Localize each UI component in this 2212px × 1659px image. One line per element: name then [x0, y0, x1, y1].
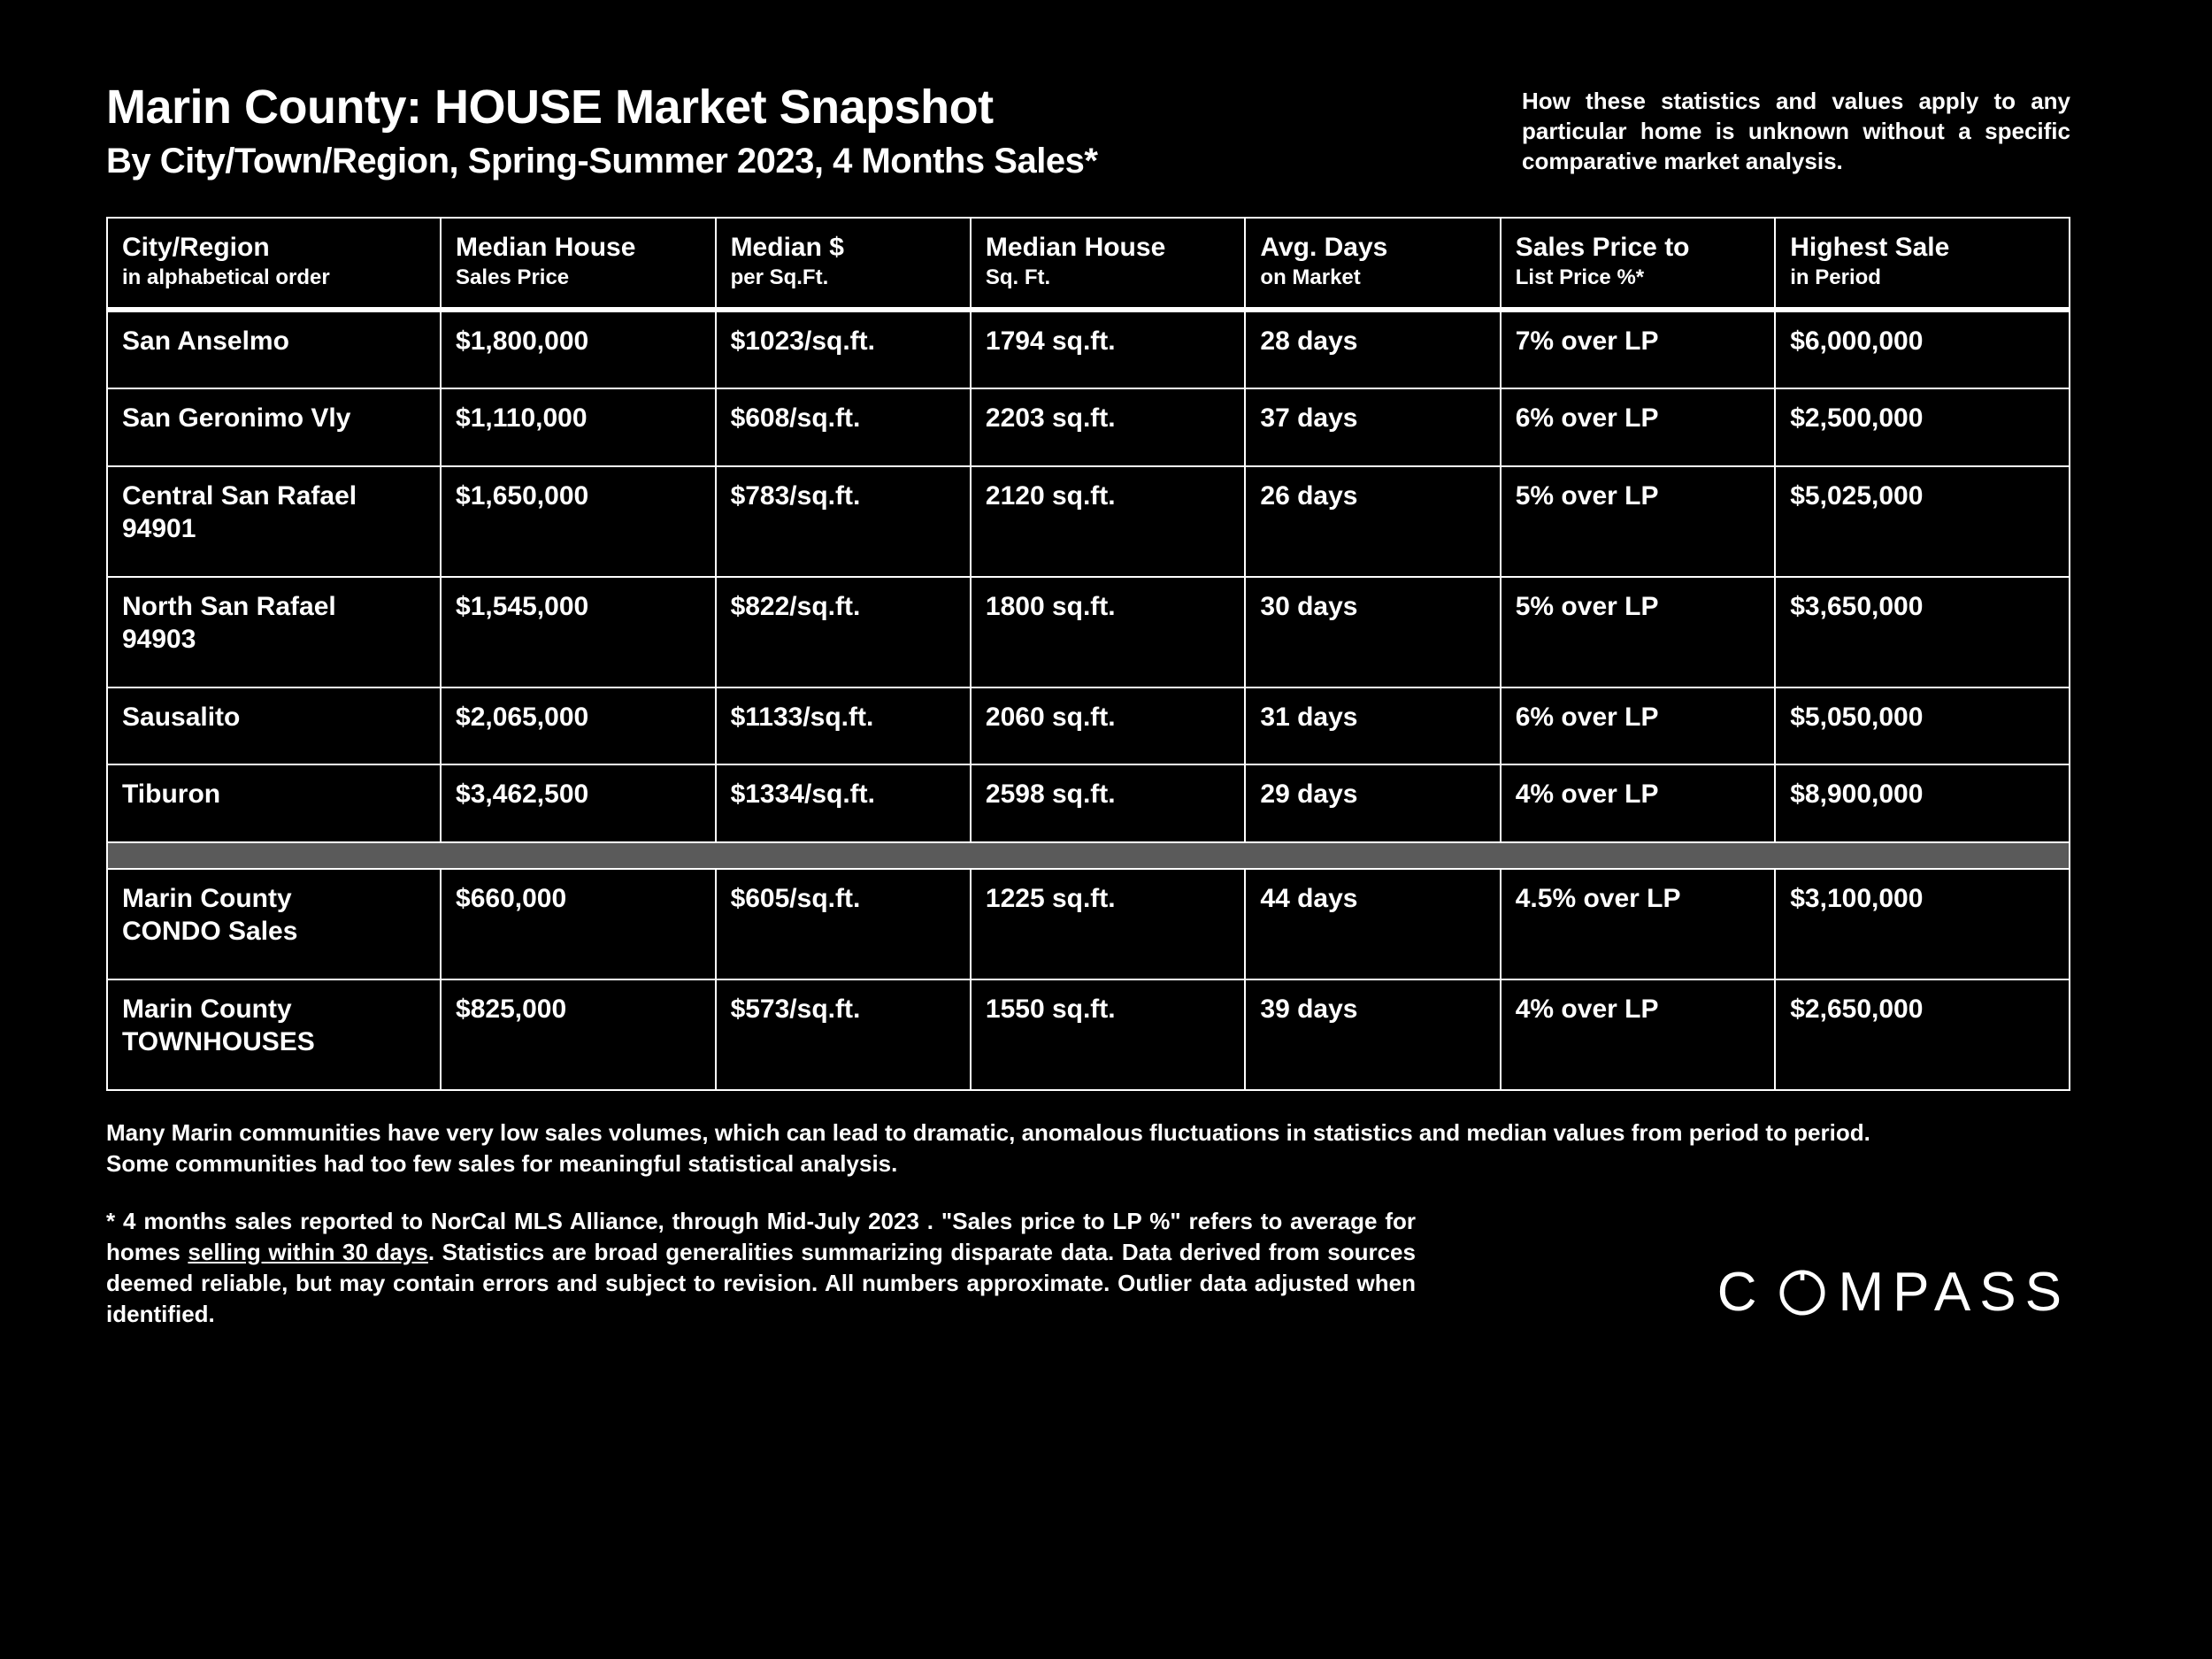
title-block: Marin County: HOUSE Market Snapshot By C… [106, 80, 1097, 181]
col-header-3: Median HouseSq. Ft. [971, 218, 1246, 310]
footnote-1: Many Marin communities have very low sal… [106, 1118, 1913, 1179]
cell: 39 days [1245, 979, 1500, 1090]
cell: 4.5% over LP [1501, 869, 1776, 979]
cell: $825,000 [441, 979, 716, 1090]
cell: 29 days [1245, 764, 1500, 842]
table-row: Sausalito$2,065,000$1133/sq.ft.2060 sq.f… [107, 687, 2070, 765]
brand-post: MPASS [1839, 1256, 2070, 1330]
cell: 1225 sq.ft. [971, 869, 1246, 979]
cell: $605/sq.ft. [716, 869, 971, 979]
brand-pre: C [1717, 1256, 1766, 1330]
table-row: North San Rafael94903$1,545,000$822/sq.f… [107, 577, 2070, 687]
cell: $660,000 [441, 869, 716, 979]
cell: 6% over LP [1501, 687, 1776, 765]
table-row: San Geronimo Vly$1,110,000$608/sq.ft.220… [107, 388, 2070, 466]
cell: Marin CountyCONDO Sales [107, 869, 441, 979]
cell: 1794 sq.ft. [971, 310, 1246, 389]
spacer-row [107, 842, 2070, 869]
cell: $783/sq.ft. [716, 466, 971, 577]
cell: $573/sq.ft. [716, 979, 971, 1090]
cell: 2060 sq.ft. [971, 687, 1246, 765]
cell: $5,025,000 [1775, 466, 2070, 577]
col-header-6: Highest Salein Period [1775, 218, 2070, 310]
cell: 4% over LP [1501, 979, 1776, 1090]
col-header-5: Sales Price toList Price %* [1501, 218, 1776, 310]
cell: $1,800,000 [441, 310, 716, 389]
cell: 4% over LP [1501, 764, 1776, 842]
summary-row: Marin CountyCONDO Sales$660,000$605/sq.f… [107, 869, 2070, 979]
cell: $1,650,000 [441, 466, 716, 577]
compass-logo: C MPASS [1717, 1256, 2070, 1330]
cell: 6% over LP [1501, 388, 1776, 466]
cell: 1550 sq.ft. [971, 979, 1246, 1090]
col-header-2: Median $per Sq.Ft. [716, 218, 971, 310]
cell: 2203 sq.ft. [971, 388, 1246, 466]
cell: $1334/sq.ft. [716, 764, 971, 842]
cell: 7% over LP [1501, 310, 1776, 389]
cell: 5% over LP [1501, 466, 1776, 577]
cell: $6,000,000 [1775, 310, 2070, 389]
cell: 5% over LP [1501, 577, 1776, 687]
summary-row: Marin CountyTOWNHOUSES$825,000$573/sq.ft… [107, 979, 2070, 1090]
cell: $2,500,000 [1775, 388, 2070, 466]
cell: Central San Rafael94901 [107, 466, 441, 577]
cell: Marin CountyTOWNHOUSES [107, 979, 441, 1090]
table-header: City/Regionin alphabetical orderMedian H… [107, 218, 2070, 310]
footnote-2: * 4 months sales reported to NorCal MLS … [106, 1206, 1416, 1330]
cell: $1,110,000 [441, 388, 716, 466]
cell: San Geronimo Vly [107, 388, 441, 466]
market-table: City/Regionin alphabetical orderMedian H… [106, 217, 2070, 1091]
cell: 28 days [1245, 310, 1500, 389]
cell: Sausalito [107, 687, 441, 765]
page-title: Marin County: HOUSE Market Snapshot [106, 80, 1097, 134]
col-header-4: Avg. Dayson Market [1245, 218, 1500, 310]
cell: $2,065,000 [441, 687, 716, 765]
cell: 37 days [1245, 388, 1500, 466]
cell: San Anselmo [107, 310, 441, 389]
cell: 44 days [1245, 869, 1500, 979]
cell: Tiburon [107, 764, 441, 842]
cell: 1800 sq.ft. [971, 577, 1246, 687]
compass-o-icon [1777, 1267, 1828, 1318]
cell: $8,900,000 [1775, 764, 2070, 842]
table-row: Tiburon$3,462,500$1334/sq.ft.2598 sq.ft.… [107, 764, 2070, 842]
col-header-1: Median HouseSales Price [441, 218, 716, 310]
table-row: San Anselmo$1,800,000$1023/sq.ft.1794 sq… [107, 310, 2070, 389]
cell: $2,650,000 [1775, 979, 2070, 1090]
cell: 30 days [1245, 577, 1500, 687]
col-header-0: City/Regionin alphabetical order [107, 218, 441, 310]
cell: $1023/sq.ft. [716, 310, 971, 389]
page-subtitle: By City/Town/Region, Spring-Summer 2023,… [106, 142, 1097, 181]
cell: $822/sq.ft. [716, 577, 971, 687]
header: Marin County: HOUSE Market Snapshot By C… [106, 80, 2070, 181]
table-row: Central San Rafael94901$1,650,000$783/sq… [107, 466, 2070, 577]
cell: North San Rafael94903 [107, 577, 441, 687]
footnotes: Many Marin communities have very low sal… [106, 1118, 2070, 1331]
cell: 26 days [1245, 466, 1500, 577]
cell: $608/sq.ft. [716, 388, 971, 466]
cell: $5,050,000 [1775, 687, 2070, 765]
cell: $1,545,000 [441, 577, 716, 687]
cell: $3,462,500 [441, 764, 716, 842]
top-disclaimer: How these statistics and values apply to… [1522, 80, 2070, 176]
cell: $3,650,000 [1775, 577, 2070, 687]
cell: 2598 sq.ft. [971, 764, 1246, 842]
cell: 2120 sq.ft. [971, 466, 1246, 577]
cell: $1133/sq.ft. [716, 687, 971, 765]
cell: 31 days [1245, 687, 1500, 765]
cell: $3,100,000 [1775, 869, 2070, 979]
